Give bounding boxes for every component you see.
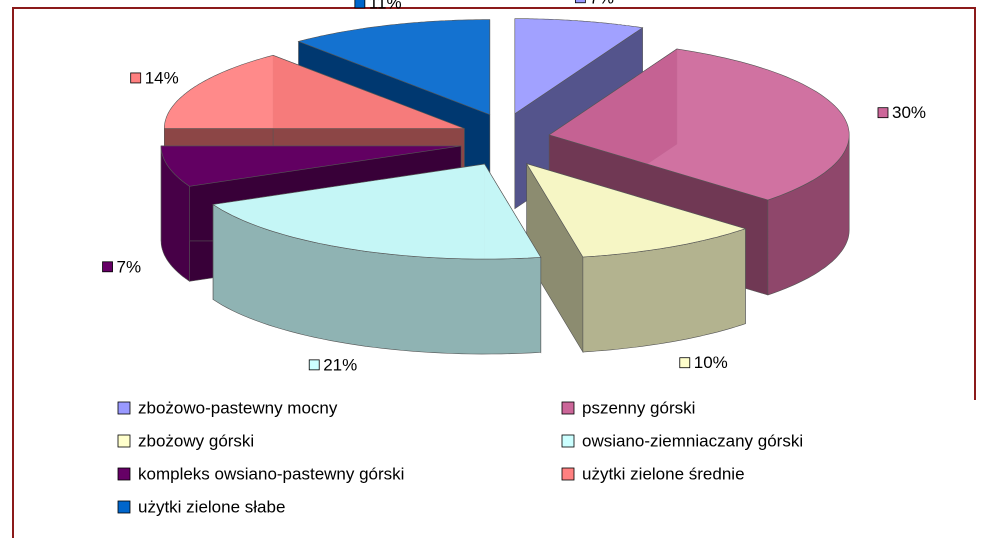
data-label: 30% xyxy=(892,103,926,122)
legend-swatch xyxy=(117,401,131,415)
label-swatch xyxy=(308,359,320,371)
slice xyxy=(297,19,491,116)
slice xyxy=(514,18,644,115)
legend-label: kompleks owsiano-pastewny górski xyxy=(138,464,404,483)
slice xyxy=(160,145,462,187)
label-swatch xyxy=(130,72,142,84)
data-label: 10% xyxy=(694,353,728,372)
legend-label: owsiano-ziemniaczany górski xyxy=(582,431,803,450)
legend-swatch xyxy=(561,467,575,481)
legend-label: użytki zielone słabe xyxy=(138,497,285,516)
legend-label: zbożowy górski xyxy=(138,431,254,450)
data-label: 21% xyxy=(323,355,357,374)
slice xyxy=(548,48,850,201)
legend-swatch xyxy=(117,500,131,514)
legend-swatch xyxy=(117,434,131,448)
label-swatch xyxy=(574,0,586,4)
legend-label: użytki zielone średnie xyxy=(582,464,745,483)
label-swatch xyxy=(877,107,889,119)
slice xyxy=(212,163,542,260)
legend-swatch xyxy=(561,401,575,415)
data-label: 7% xyxy=(117,257,142,276)
label-swatch xyxy=(354,0,366,9)
slice xyxy=(526,163,747,258)
frame xyxy=(12,7,976,538)
slice xyxy=(164,54,465,129)
pie xyxy=(160,18,850,355)
legend-label: pszenny górski xyxy=(582,398,695,417)
data-label: 11% xyxy=(369,0,402,12)
data-label: 7% xyxy=(589,0,614,7)
legend-swatch xyxy=(561,434,575,448)
label-swatch xyxy=(679,357,691,369)
legend-label: zbożowo-pastewny mocny xyxy=(138,398,338,417)
data-label: 14% xyxy=(145,68,179,87)
legend-swatch xyxy=(117,467,131,481)
label-swatch xyxy=(102,261,113,273)
